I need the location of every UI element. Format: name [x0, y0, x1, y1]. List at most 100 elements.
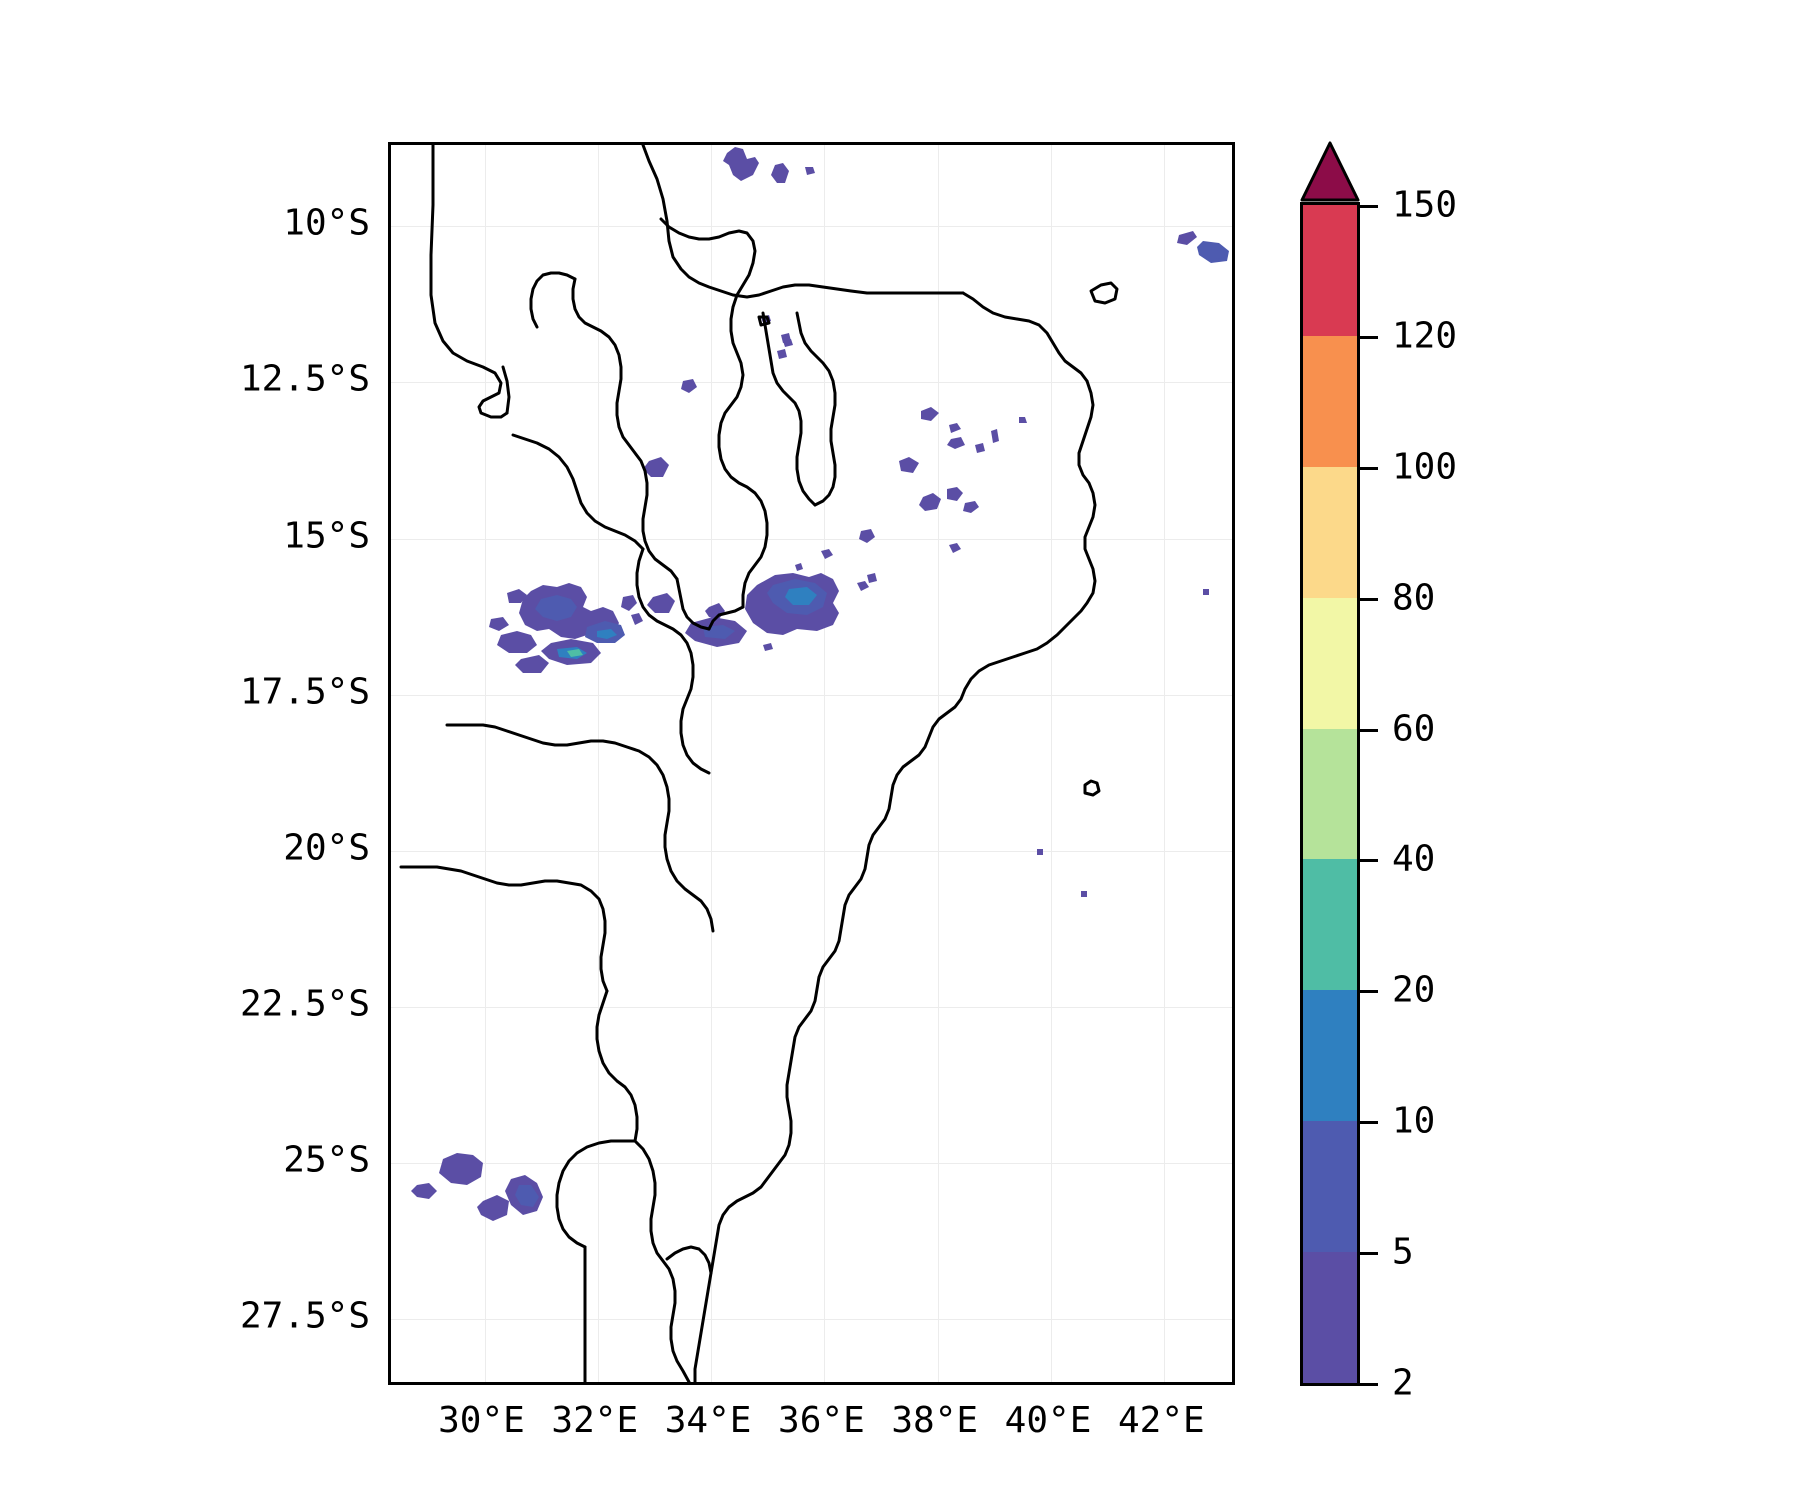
y-tick-label: 12.5°S [239, 358, 370, 400]
colorbar-segment [1303, 1120, 1357, 1253]
precip-cell [515, 655, 549, 673]
precip-cell [785, 587, 817, 605]
border-line [595, 989, 639, 1143]
precip-cell [597, 629, 617, 639]
colorbar-tick-label: 20 [1392, 969, 1436, 1011]
colorbar-tick-label: 2 [1392, 1362, 1414, 1404]
border-line [511, 433, 645, 551]
colorbar-segment [1303, 989, 1357, 1122]
x-tick-label: 40°E [1004, 1400, 1092, 1441]
precip-cell [781, 333, 791, 343]
precip-cell [821, 549, 833, 559]
y-tick-label: 25°S [283, 1139, 370, 1181]
coastline [641, 145, 965, 299]
gridline-vertical [711, 145, 713, 1382]
gridline-vertical [1051, 145, 1052, 1382]
precip-cell [723, 147, 759, 181]
colorbar: 150 120 100 80 60 40 20 10 5 2 [1300, 141, 1457, 1404]
colorbar-tick-mark [1360, 990, 1378, 994]
colorbar-segment [1303, 335, 1357, 467]
map-canvas [391, 145, 1232, 1382]
gridline-vertical [824, 145, 826, 1382]
colorbar-segment [1303, 205, 1357, 336]
border-line [501, 365, 511, 415]
border-line [555, 1139, 637, 1249]
border-line [445, 723, 715, 933]
precip-eastern-scatter-group [777, 333, 1209, 897]
precip-cell [991, 429, 999, 443]
border-line [707, 605, 745, 631]
colorbar-segment [1303, 466, 1357, 598]
coastline [961, 291, 1089, 383]
precip-cell [947, 487, 963, 501]
lake-outline [795, 311, 837, 507]
gridline-vertical [937, 145, 939, 1382]
colorbar-tick-label: 150 [1392, 184, 1458, 226]
precip-cell [857, 581, 869, 591]
gridline-vertical [597, 145, 599, 1382]
precip-cell [567, 649, 583, 657]
precip-cell [919, 493, 941, 511]
border-line [571, 277, 679, 581]
precip-cell [643, 457, 669, 477]
colorbar-segment [1303, 1251, 1357, 1383]
precip-cell [921, 407, 939, 421]
colorbar-tick-mark [1360, 1121, 1378, 1125]
precip-cell [1037, 849, 1043, 855]
colorbar-segment [1303, 727, 1357, 860]
precip-cell [439, 1153, 483, 1185]
precip-cell [859, 529, 875, 543]
y-tick-label: 10°S [283, 202, 370, 244]
precip-cell [949, 543, 961, 553]
x-tick-label: 36°E [778, 1400, 865, 1441]
gridline-horizontal [391, 850, 1232, 852]
colorbar-tick-mark [1360, 466, 1378, 470]
gridline-vertical [484, 145, 486, 1382]
colorbar-tick-label: 40 [1392, 838, 1436, 880]
precip-central-group [705, 487, 979, 619]
colorbar-gradient-body [1300, 202, 1360, 1386]
colorbar-segment [1303, 597, 1357, 729]
precip-cell [1177, 231, 1197, 245]
precip-cell [975, 443, 985, 453]
lake-outline [761, 311, 817, 507]
precip-cell [805, 167, 815, 175]
colorbar-tick-label: 120 [1392, 315, 1458, 357]
precip-cell [621, 595, 637, 611]
border-line [675, 577, 711, 631]
colorbar-extend-arrow [1300, 141, 1360, 202]
gridline-horizontal [391, 382, 1232, 384]
precip-cell [1203, 589, 1209, 595]
colorbar-tick-mark [1360, 205, 1378, 208]
border-line [529, 271, 577, 329]
x-tick-label: 30°E [438, 1400, 525, 1441]
precip-cell [771, 163, 789, 183]
gridline-vertical [1164, 145, 1166, 1382]
precip-cell [535, 595, 577, 621]
gridline-horizontal [391, 1319, 1232, 1321]
precip-cell [899, 457, 919, 473]
border-line [665, 1245, 713, 1275]
precip-cell [1019, 417, 1027, 423]
precip-cell [947, 437, 965, 449]
precip-cell [515, 1185, 539, 1207]
coastline [1083, 779, 1101, 797]
y-axis-tick-labels: 10°S 12.5°S 15°S 17.5°S 20°S 22.5°S 25°S 27.5°S [0, 0, 370, 1500]
precipitation-shading-layer [411, 147, 1229, 1221]
x-tick-label: 42°E [1117, 1400, 1205, 1441]
colorbar-tick-mark [1360, 1383, 1378, 1386]
colorbar-tick-mark [1360, 859, 1378, 863]
y-tick-label: 27.5°S [239, 1295, 370, 1337]
precip-cell [681, 379, 697, 393]
precip-cell [477, 1195, 509, 1221]
precip-cell [763, 643, 773, 651]
precip-cell [1207, 249, 1225, 259]
precip-cell [1081, 891, 1087, 897]
coastline-border-layer [399, 145, 1119, 1382]
coastline [693, 379, 1097, 1382]
map-plot-area [388, 142, 1235, 1385]
y-tick-label: 17.5°S [239, 671, 370, 713]
colorbar-tick-mark [1360, 597, 1378, 601]
y-tick-label: 22.5°S [239, 983, 370, 1025]
